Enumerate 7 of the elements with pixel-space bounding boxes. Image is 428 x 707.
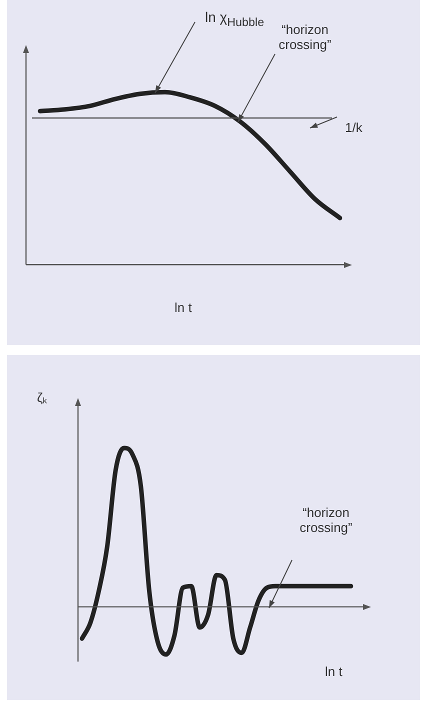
annotation: “horizon crossing” xyxy=(298,505,354,535)
text: “horizon crossing” xyxy=(278,22,332,52)
y-axis-title: ζₖ xyxy=(37,390,48,405)
x-axis-title: ln t xyxy=(174,300,192,315)
ref-line-label: 1/k xyxy=(345,120,362,135)
x-axis-title: ln t xyxy=(325,664,342,679)
text: ln χ$_{Hubble}$ xyxy=(205,9,264,30)
